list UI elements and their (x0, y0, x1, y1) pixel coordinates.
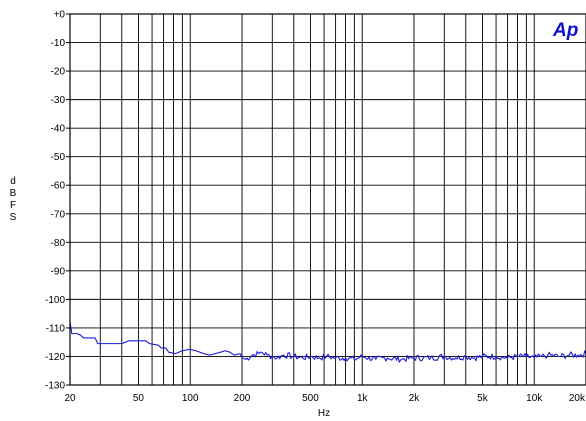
y-tick-label: -30 (51, 95, 66, 106)
x-tick-label: 5k (477, 393, 489, 404)
y-tick-label: -60 (51, 181, 66, 192)
x-tick-label: 20 (64, 393, 76, 404)
y-tick-label: -130 (45, 381, 65, 392)
y-axis-label-letter: B (10, 188, 17, 199)
grid-lines (69, 13, 586, 386)
x-tick-label: 200 (234, 393, 251, 404)
series-layer (69, 322, 586, 363)
y-tick-label: -120 (45, 352, 65, 363)
plot-frame (69, 13, 586, 386)
y-axis-label-letter: S (10, 212, 17, 223)
x-tick-label: 50 (133, 393, 145, 404)
y-tick-labels: +0 -10 -20 -30 -40 -50 -60 -70 -80 -90 -100 -110 -12… (45, 10, 70, 392)
noise-series-line (69, 322, 586, 363)
ap-logo: Ap (552, 20, 578, 41)
x-tick-label: 20k (569, 393, 586, 404)
y-tick-label: -40 (51, 124, 66, 135)
y-tick-label: +0 (54, 10, 66, 21)
y-tick-label: -70 (51, 209, 66, 220)
y-tick-label: -90 (51, 266, 66, 277)
x-tick-label: 500 (302, 393, 319, 404)
y-tick-label: -100 (45, 295, 65, 306)
y-tick-label: -50 (51, 152, 66, 163)
y-axis-label-letter: F (10, 200, 16, 211)
x-tick-label: 1k (357, 393, 369, 404)
x-tick-label: 10k (526, 393, 543, 404)
y-tick-label: -20 (51, 67, 66, 78)
y-axis-label-letter: d (10, 176, 16, 187)
y-tick-label: -80 (51, 238, 66, 249)
x-tick-label: 2k (409, 393, 421, 404)
x-tick-label: 100 (182, 393, 199, 404)
y-tick-label: -110 (46, 323, 66, 334)
y-tick-label: -10 (51, 38, 66, 49)
x-tick-labels: 20 50 100 200 500 1k 2k 5k 10k 20k (64, 393, 586, 404)
x-axis-label: Hz (318, 408, 330, 419)
